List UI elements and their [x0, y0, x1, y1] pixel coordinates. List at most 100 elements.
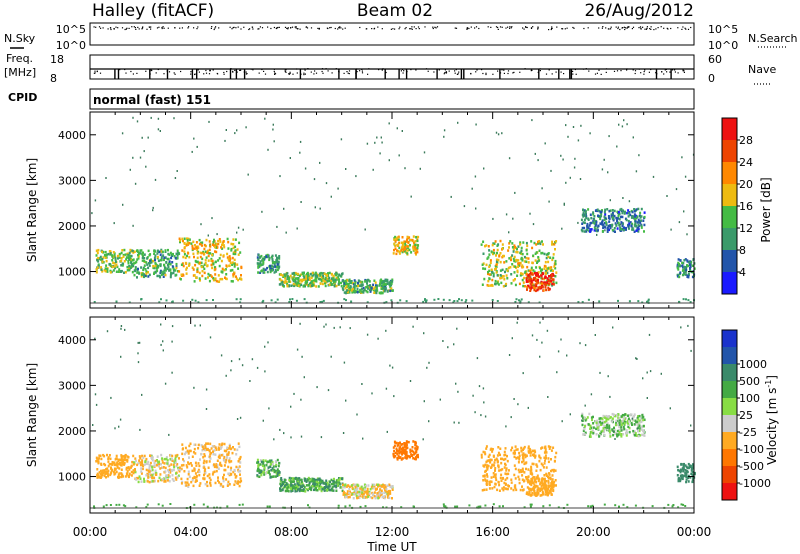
power-echo-cell [353, 284, 356, 287]
power-echo-cell [201, 257, 204, 261]
power-echo-cell [553, 243, 556, 246]
nsky-dot [146, 28, 148, 30]
power-echo-cell [519, 243, 522, 246]
power-echo-cell [183, 242, 186, 245]
power-echo-cell [128, 257, 131, 260]
power-echo-cell [614, 222, 617, 225]
power-echo-cell [510, 273, 513, 276]
velocity-echo-cell [522, 448, 524, 452]
velocity-echo-cell [589, 427, 592, 430]
power-echo-cell [284, 276, 287, 280]
power-echo-cell [381, 281, 384, 284]
velocity-echo-cell [162, 477, 165, 480]
power-echo-cell [199, 251, 202, 255]
power-echo-scatter [208, 120, 210, 123]
velocity-echo-cell [549, 476, 552, 479]
velocity-echo-cell [552, 483, 555, 487]
velocity-echo-cell [309, 478, 312, 482]
velocity-echo-cell [530, 483, 533, 487]
power-echo-cell [678, 262, 680, 266]
power-echo-cell [113, 254, 116, 257]
power-echo-cell [169, 273, 172, 277]
freq-dot [197, 69, 199, 71]
power-echo-scatter [619, 223, 622, 226]
power-echo-cell [643, 211, 646, 214]
velocity-echo-cell [528, 487, 530, 490]
nsky-dot [284, 26, 287, 28]
power-echo-cell [413, 248, 416, 252]
velocity-echo-cell [545, 480, 548, 483]
velocity-echo-cell [405, 447, 408, 450]
power-echo-cell [188, 241, 191, 245]
velocity-echo-cell [185, 484, 188, 487]
power-echo-cell [537, 278, 539, 282]
power-echo-cell [373, 286, 376, 289]
velocity-echo-cell [304, 490, 307, 493]
power-echo-cell [582, 211, 585, 214]
power-echo-cell [501, 243, 504, 246]
velocity-echo-cell [158, 460, 161, 463]
power-echo-cell [343, 283, 346, 287]
nsky-dot [432, 26, 434, 28]
velocity-echo-cell [126, 473, 128, 476]
power-echo-cell [264, 268, 267, 271]
velocity-echo-cell [230, 466, 233, 470]
power-echo-cell [132, 251, 135, 254]
power-echo-cell [155, 267, 158, 270]
velocity-echo-cell [398, 447, 401, 450]
power-echo-cell [495, 254, 497, 257]
velocity-echo-cell [532, 462, 535, 466]
power-echo-scatter [296, 227, 298, 230]
velocity-echo-cell [210, 451, 212, 455]
power-echo-ground [617, 299, 619, 302]
power-echo-scatter [289, 157, 291, 159]
power-echo-cell [404, 245, 406, 249]
velocity-echo-cell [177, 468, 180, 471]
velocity-echo-cell [159, 473, 162, 476]
velocity-echo-cell [490, 466, 492, 469]
power-echo-cell [140, 266, 143, 269]
velocity-echo-cell [480, 453, 483, 457]
freq-dot [444, 69, 446, 71]
power-echo-cell [638, 214, 641, 217]
freq-tick-top-right: 60 [708, 53, 722, 66]
velocity-echo-cell [504, 478, 507, 481]
nsky-dot [231, 28, 233, 30]
nsky-dot [667, 28, 669, 30]
power-echo-ground [515, 298, 518, 301]
power-echo-cell [330, 279, 332, 282]
velocity-echo-cell [497, 466, 500, 469]
power-echo-cell [677, 268, 680, 271]
nsky-dot [158, 26, 160, 28]
velocity-echo-cell [114, 467, 117, 470]
velocity-echo-cell [223, 442, 226, 446]
power-echo-cell [609, 209, 612, 212]
power-echo-cell [414, 243, 417, 246]
power-echo-cell [186, 241, 189, 245]
power-echo-cell [628, 222, 631, 225]
velocity-echo-cell [525, 467, 527, 471]
power-echo-cell [382, 285, 385, 288]
power-echo-cell [368, 280, 371, 283]
velocity-echo-cell [383, 496, 386, 500]
power-echo-cell [152, 259, 155, 263]
power-echo-scatter [276, 225, 278, 228]
nsky-dot [181, 27, 183, 29]
power-echo-cell [534, 259, 537, 262]
power-echo-cell [97, 265, 100, 268]
power-echo-cell [214, 250, 216, 253]
power-echo-cell [519, 241, 522, 244]
power-echo-cell [147, 275, 150, 278]
velocity-echo-cell [281, 483, 283, 487]
velocity-echo-cell [228, 445, 231, 448]
velocity-echo-cell [343, 491, 346, 495]
velocity-echo-cell [302, 484, 305, 487]
velocity-echo-cell [376, 493, 379, 497]
velocity-echo-cell [120, 455, 123, 458]
power-echo-cell [176, 254, 179, 257]
power-echo-cell [542, 281, 545, 284]
power-echo-cell [317, 274, 320, 277]
velocity-echo-cell [486, 475, 489, 478]
power-echo-cell [262, 262, 265, 265]
velocity-echo-cell [107, 469, 110, 473]
